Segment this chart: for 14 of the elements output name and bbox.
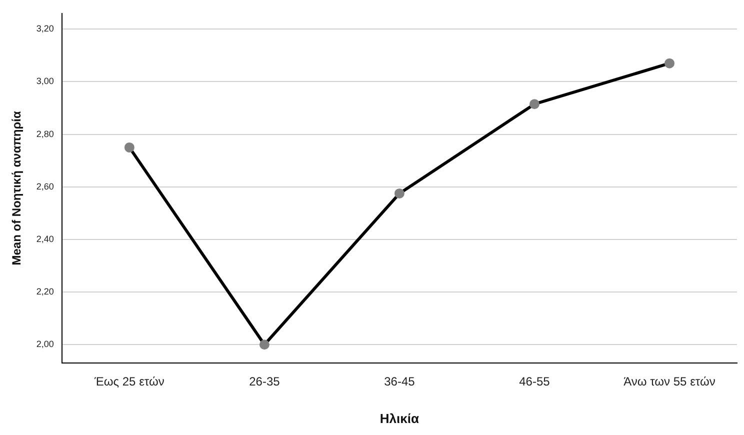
x-axis-title: Ηλικία: [380, 410, 420, 426]
y-tick-label: 3,20: [36, 24, 54, 34]
y-tick-label: 2,20: [36, 286, 54, 297]
y-tick-label: 2,80: [36, 128, 54, 139]
y-tick-label: 2,60: [36, 181, 54, 192]
y-tick-label: 2,40: [36, 234, 54, 244]
x-tick-label: Έως 25 ετών: [93, 374, 164, 389]
x-tick-label: 36-45: [384, 374, 416, 389]
y-tick-label: 3,00: [36, 76, 54, 86]
x-tick-label: 26-35: [249, 374, 280, 389]
x-tick-label: Άνω των 55 ετών: [624, 374, 716, 389]
y-axis-title: Mean of Νοητική αναπηρία: [10, 110, 24, 266]
x-tick-label: 46-55: [519, 374, 550, 389]
y-tick-label: 2,00: [36, 339, 54, 350]
